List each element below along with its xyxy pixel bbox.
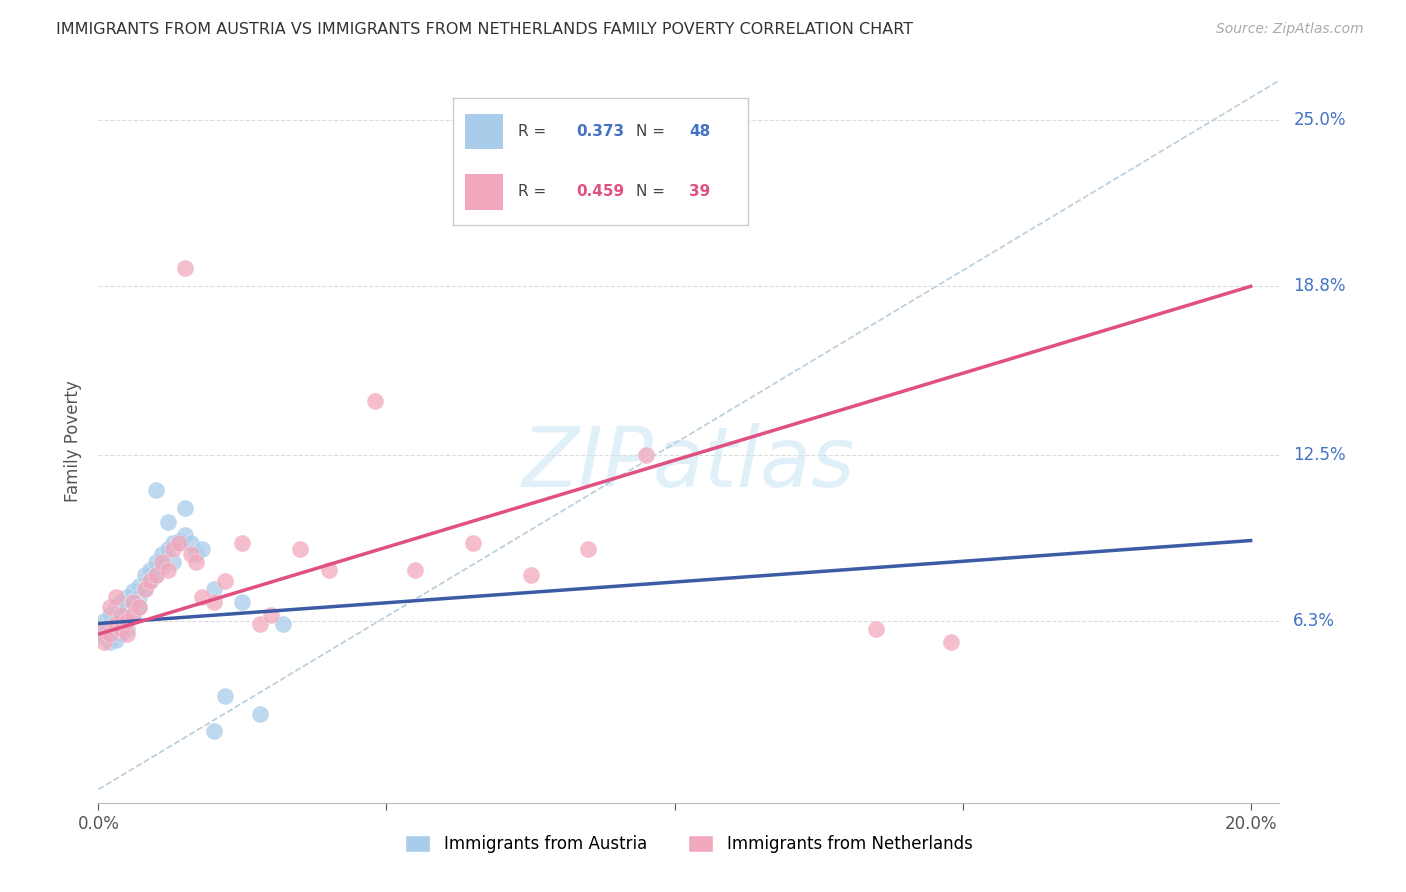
Point xyxy=(98,608,121,623)
Point xyxy=(110,595,132,609)
Text: ZIPatlas: ZIPatlas xyxy=(522,423,856,504)
Point xyxy=(145,555,167,569)
Point xyxy=(173,260,195,275)
Text: 18.8%: 18.8% xyxy=(1294,277,1346,295)
Point xyxy=(115,614,138,628)
Point xyxy=(150,547,173,561)
Point xyxy=(145,483,167,497)
Point xyxy=(150,555,173,569)
Point xyxy=(288,541,311,556)
Point xyxy=(122,595,145,609)
Point xyxy=(128,600,150,615)
Point xyxy=(461,536,484,550)
Point xyxy=(98,627,121,641)
Point xyxy=(93,635,115,649)
Point xyxy=(122,608,145,623)
Point xyxy=(93,622,115,636)
Text: 25.0%: 25.0% xyxy=(1294,112,1346,129)
Point xyxy=(576,541,599,556)
Point xyxy=(98,635,121,649)
Point xyxy=(122,595,145,609)
Point xyxy=(249,707,271,722)
Point xyxy=(98,627,121,641)
Point xyxy=(128,600,150,615)
Point xyxy=(173,528,195,542)
Point xyxy=(145,568,167,582)
Point xyxy=(93,614,115,628)
Point xyxy=(156,563,179,577)
Point xyxy=(104,632,127,647)
Point xyxy=(150,560,173,574)
Point xyxy=(93,622,115,636)
Point xyxy=(939,635,962,649)
Point xyxy=(128,590,150,604)
Point xyxy=(186,555,208,569)
Point xyxy=(139,574,162,588)
Point xyxy=(104,614,127,628)
Point xyxy=(364,394,387,409)
Point xyxy=(139,574,162,588)
Point xyxy=(180,536,202,550)
Point xyxy=(134,582,156,596)
Text: 12.5%: 12.5% xyxy=(1294,446,1346,464)
Point xyxy=(104,600,127,615)
Point xyxy=(122,584,145,599)
Point xyxy=(191,541,214,556)
Point xyxy=(162,555,184,569)
Point xyxy=(202,582,225,596)
Point xyxy=(134,582,156,596)
Text: IMMIGRANTS FROM AUSTRIA VS IMMIGRANTS FROM NETHERLANDS FAMILY POVERTY CORRELATIO: IMMIGRANTS FROM AUSTRIA VS IMMIGRANTS FR… xyxy=(56,22,914,37)
Point xyxy=(139,563,162,577)
Point xyxy=(167,536,190,550)
Point xyxy=(122,608,145,623)
Point xyxy=(145,568,167,582)
Point xyxy=(186,547,208,561)
Point xyxy=(128,579,150,593)
Point xyxy=(115,600,138,615)
Point xyxy=(191,590,214,604)
Point xyxy=(202,723,225,738)
Point xyxy=(93,630,115,644)
Point xyxy=(110,608,132,623)
Point xyxy=(115,622,138,636)
Point xyxy=(231,536,253,550)
Point xyxy=(104,616,127,631)
Point xyxy=(98,600,121,615)
Point xyxy=(271,616,294,631)
Point xyxy=(180,547,202,561)
Point xyxy=(104,590,127,604)
Point xyxy=(110,622,132,636)
Point xyxy=(231,595,253,609)
Point xyxy=(156,515,179,529)
Point xyxy=(162,536,184,550)
Point xyxy=(110,616,132,631)
Point xyxy=(260,608,283,623)
Point xyxy=(519,568,541,582)
Point xyxy=(634,448,657,462)
Point xyxy=(249,616,271,631)
Point xyxy=(156,541,179,556)
Point xyxy=(214,574,236,588)
Point xyxy=(173,501,195,516)
Point xyxy=(202,595,225,609)
Point xyxy=(104,622,127,636)
Point xyxy=(404,563,426,577)
Point xyxy=(110,627,132,641)
Y-axis label: Family Poverty: Family Poverty xyxy=(63,381,82,502)
Point xyxy=(865,622,887,636)
Text: Source: ZipAtlas.com: Source: ZipAtlas.com xyxy=(1216,22,1364,37)
Point xyxy=(110,608,132,623)
Point xyxy=(134,568,156,582)
Point xyxy=(115,627,138,641)
Point xyxy=(115,590,138,604)
Text: 6.3%: 6.3% xyxy=(1294,612,1336,630)
Point xyxy=(167,533,190,548)
Point xyxy=(318,563,340,577)
Legend: Immigrants from Austria, Immigrants from Netherlands: Immigrants from Austria, Immigrants from… xyxy=(398,828,980,860)
Point xyxy=(214,689,236,703)
Point xyxy=(162,541,184,556)
